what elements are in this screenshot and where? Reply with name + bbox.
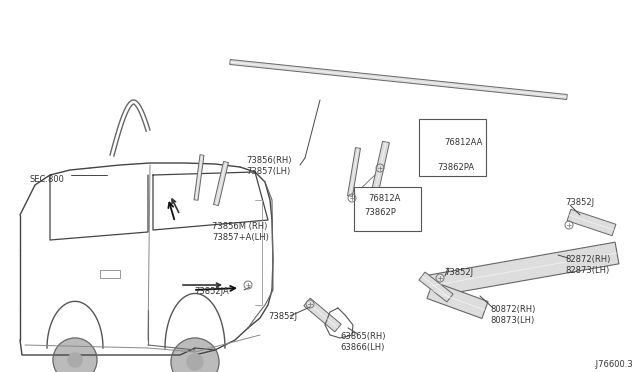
Text: 73852J: 73852J xyxy=(268,312,297,321)
Text: 80872(RH): 80872(RH) xyxy=(490,305,536,314)
Text: 73852J: 73852J xyxy=(565,198,594,207)
Polygon shape xyxy=(304,298,341,332)
Circle shape xyxy=(187,354,203,370)
Text: 73862P: 73862P xyxy=(364,208,396,217)
Text: 76812A: 76812A xyxy=(368,194,401,203)
Text: 63866(LH): 63866(LH) xyxy=(340,343,385,352)
Circle shape xyxy=(53,338,97,372)
Polygon shape xyxy=(214,161,228,206)
Text: 63865(RH): 63865(RH) xyxy=(340,332,385,341)
Text: 73856M (RH): 73856M (RH) xyxy=(212,222,268,231)
Circle shape xyxy=(68,353,82,367)
Text: .J76600.3: .J76600.3 xyxy=(593,360,633,369)
Text: SEC.800: SEC.800 xyxy=(30,175,65,184)
Polygon shape xyxy=(371,141,389,197)
Text: 73857+A(LH): 73857+A(LH) xyxy=(212,233,269,242)
Text: 82873(LH): 82873(LH) xyxy=(565,266,609,275)
Text: 73857(LH): 73857(LH) xyxy=(246,167,291,176)
Text: 76812AA: 76812AA xyxy=(444,138,483,147)
Text: 82872(RH): 82872(RH) xyxy=(565,255,611,264)
Polygon shape xyxy=(419,272,453,302)
FancyBboxPatch shape xyxy=(354,187,421,231)
Text: 73852JA: 73852JA xyxy=(194,287,228,296)
Text: 80873(LH): 80873(LH) xyxy=(490,316,534,325)
Text: 73852J: 73852J xyxy=(444,268,473,277)
FancyBboxPatch shape xyxy=(419,119,486,176)
Circle shape xyxy=(171,338,219,372)
Polygon shape xyxy=(428,242,619,297)
Polygon shape xyxy=(194,155,204,200)
Polygon shape xyxy=(567,209,616,236)
Polygon shape xyxy=(427,282,488,318)
Polygon shape xyxy=(230,60,567,99)
Text: 73862PA: 73862PA xyxy=(437,163,474,172)
Text: 73856(RH): 73856(RH) xyxy=(246,156,291,165)
Polygon shape xyxy=(348,148,360,196)
